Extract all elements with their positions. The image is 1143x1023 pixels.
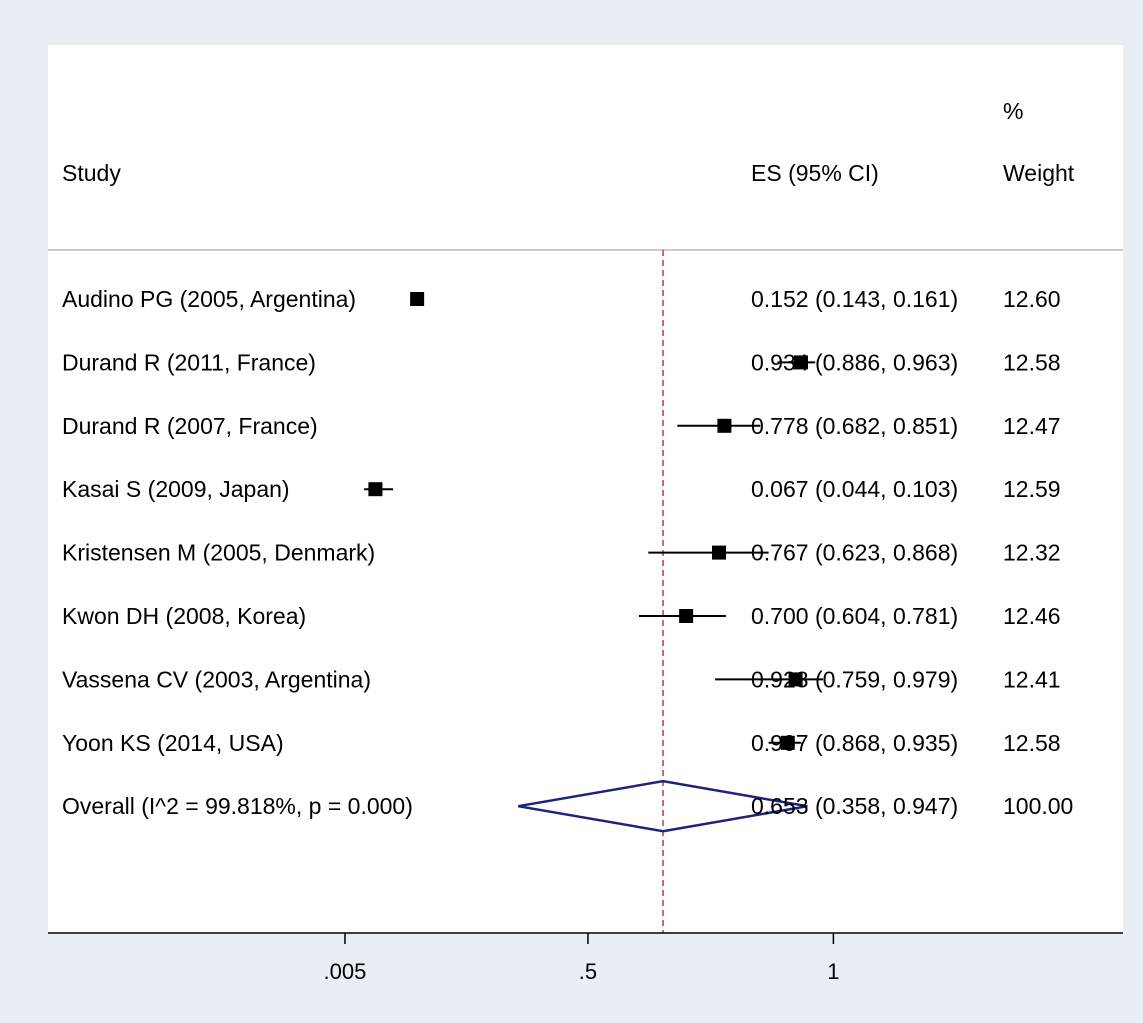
ci-value: 0.152 (0.143, 0.161) — [751, 286, 958, 312]
x-tick-label: .5 — [579, 959, 597, 984]
point-estimate-marker — [717, 418, 732, 433]
study-row: Kristensen M (2005, Denmark) 0.767 (0.623… — [62, 540, 1061, 566]
overall-weight-value: 100.00 — [1003, 793, 1073, 819]
study-row: Audino PG (2005, Argentina) 0.152 (0.143,… — [62, 286, 1061, 312]
plot-panel — [48, 45, 1123, 933]
study-row: Durand R (2007, France) 0.778 (0.682, 0.8… — [62, 413, 1061, 439]
overall-ci-value: 0.653 (0.358, 0.947) — [751, 793, 958, 819]
ci-value: 0.767 (0.623, 0.868) — [751, 540, 958, 566]
ci-value: 0.067 (0.044, 0.103) — [751, 476, 958, 502]
weight-value: 12.41 — [1003, 666, 1061, 692]
study-column-header: Study — [62, 160, 121, 186]
study-label: Kasai S (2009, Japan) — [62, 476, 290, 502]
study-label: Vassena CV (2003, Argentina) — [62, 666, 371, 692]
weight-value: 12.47 — [1003, 413, 1061, 439]
ci-value: 0.923 (0.759, 0.979) — [751, 666, 958, 692]
x-tick-label: 1 — [827, 959, 839, 984]
weight-value: 12.58 — [1003, 349, 1061, 375]
point-estimate-marker — [793, 355, 808, 370]
overall-diamond — [518, 779, 808, 833]
point-estimate-marker — [788, 672, 803, 687]
study-label: Yoon KS (2014, USA) — [62, 730, 284, 756]
ci-value: 0.778 (0.682, 0.851) — [751, 413, 958, 439]
es-column-header: ES (95% CI) — [751, 160, 879, 186]
weight-value: 12.32 — [1003, 540, 1061, 566]
weight-value: 12.59 — [1003, 476, 1061, 502]
study-row: Durand R (2011, France) 0.934 (0.886, 0.9… — [62, 349, 1061, 375]
study-label: Kwon DH (2008, Korea) — [62, 603, 306, 629]
ci-value: 0.934 (0.886, 0.963) — [751, 349, 958, 375]
point-estimate-marker — [679, 609, 694, 623]
point-estimate-marker — [368, 482, 383, 497]
study-row: Kasai S (2009, Japan) 0.067 (0.044, 0.103… — [62, 476, 1061, 502]
weight-value: 12.58 — [1003, 730, 1061, 756]
point-estimate-marker — [712, 545, 727, 560]
weight-value: 12.60 — [1003, 286, 1061, 312]
study-row: Yoon KS (2014, USA) 0.907 (0.868, 0.935) 1… — [62, 730, 1061, 756]
study-row: Vassena CV (2003, Argentina) 0.923 (0.759… — [62, 666, 1061, 692]
study-label: Kristensen M (2005, Denmark) — [62, 540, 375, 566]
point-estimate-marker — [410, 292, 425, 306]
x-tick-label: .005 — [324, 959, 367, 984]
ci-value: 0.907 (0.868, 0.935) — [751, 730, 958, 756]
ci-value: 0.700 (0.604, 0.781) — [751, 603, 958, 629]
point-estimate-marker — [780, 735, 795, 750]
study-row: Kwon DH (2008, Korea) 0.700 (0.604, 0.781… — [62, 603, 1061, 629]
overall-label: Overall (I^2 = 99.818%, p = 0.000) — [62, 793, 413, 819]
weight-column-header-percent: % — [1003, 98, 1023, 124]
x-axis-ticks: .005 .5 1 — [324, 933, 840, 984]
study-label: Durand R (2007, France) — [62, 413, 318, 439]
study-rows: Audino PG (2005, Argentina) 0.152 (0.143,… — [62, 286, 1061, 756]
weight-column-header: Weight — [1003, 160, 1075, 186]
study-label: Audino PG (2005, Argentina) — [62, 286, 356, 312]
weight-value: 12.46 — [1003, 603, 1061, 629]
study-label: Durand R (2011, France) — [62, 349, 316, 375]
